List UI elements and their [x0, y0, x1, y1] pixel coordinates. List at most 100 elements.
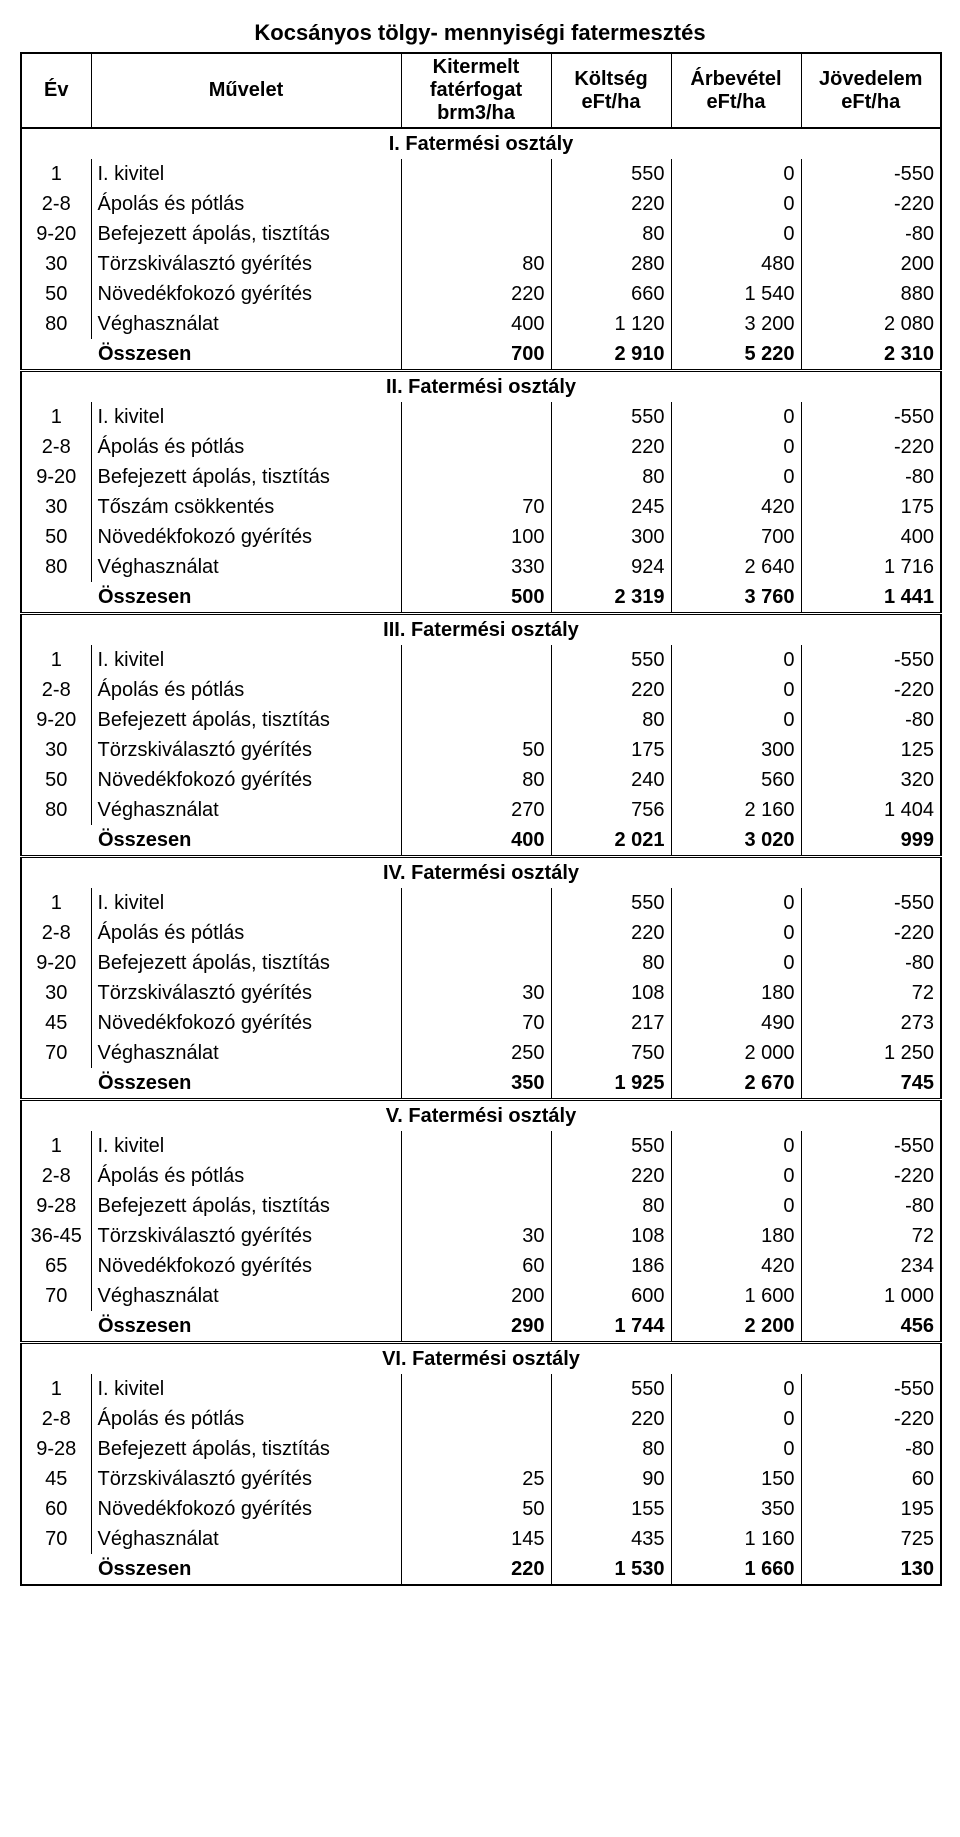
table-row: 30Tőszám csökkentés70245420175: [21, 492, 941, 522]
cell-muvelet: Növedékfokozó gyérítés: [91, 522, 401, 552]
cell-kitermelt: [401, 1191, 551, 1221]
sum-koltseg: 2 910: [551, 339, 671, 371]
cell-ev: 1: [21, 888, 91, 918]
cell-arbevetel: 300: [671, 735, 801, 765]
cell-muvelet: Törzskiválasztó gyérítés: [91, 249, 401, 279]
cell-jovedelem: 320: [801, 765, 941, 795]
cell-kitermelt: 30: [401, 978, 551, 1008]
cell-koltseg: 240: [551, 765, 671, 795]
table-row: 1I. kivitel5500-550: [21, 1131, 941, 1161]
sum-kitermelt: 350: [401, 1068, 551, 1100]
cell-jovedelem: 195: [801, 1494, 941, 1524]
section-title: II. Fatermési osztály: [21, 371, 941, 403]
cell-ev: 1: [21, 1374, 91, 1404]
cell-koltseg: 1 120: [551, 309, 671, 339]
table-row: 30Törzskiválasztó gyérítés80280480200: [21, 249, 941, 279]
cell-koltseg: 108: [551, 978, 671, 1008]
cell-arbevetel: 0: [671, 159, 801, 189]
sum-kitermelt: 290: [401, 1311, 551, 1343]
table-row: 65Növedékfokozó gyérítés60186420234: [21, 1251, 941, 1281]
cell-jovedelem: -550: [801, 1374, 941, 1404]
table-row: 70Véghasználat2507502 0001 250: [21, 1038, 941, 1068]
cell-koltseg: 660: [551, 279, 671, 309]
cell-koltseg: 220: [551, 1161, 671, 1191]
cell-arbevetel: 0: [671, 1131, 801, 1161]
sum-jovedelem: 2 310: [801, 339, 941, 371]
cell-jovedelem: 125: [801, 735, 941, 765]
cell-kitermelt: [401, 219, 551, 249]
cell-jovedelem: 880: [801, 279, 941, 309]
cell-kitermelt: 30: [401, 1221, 551, 1251]
cell-jovedelem: 725: [801, 1524, 941, 1554]
cell-jovedelem: 1 404: [801, 795, 941, 825]
cell-jovedelem: -550: [801, 888, 941, 918]
cell-muvelet: Ápolás és pótlás: [91, 432, 401, 462]
cell-kitermelt: [401, 1161, 551, 1191]
cell-arbevetel: 1 600: [671, 1281, 801, 1311]
cell-kitermelt: [401, 159, 551, 189]
col-koltseg-l1: Költség: [574, 68, 647, 90]
cell-kitermelt: 220: [401, 279, 551, 309]
cell-koltseg: 80: [551, 462, 671, 492]
cell-arbevetel: 0: [671, 1434, 801, 1464]
cell-muvelet: Befejezett ápolás, tisztítás: [91, 1191, 401, 1221]
cell-kitermelt: [401, 675, 551, 705]
cell-arbevetel: 0: [671, 462, 801, 492]
cell-arbevetel: 0: [671, 219, 801, 249]
table-row: 70Véghasználat2006001 6001 000: [21, 1281, 941, 1311]
cell-muvelet: Véghasználat: [91, 309, 401, 339]
cell-kitermelt: [401, 1434, 551, 1464]
col-koltseg-l2: eFt/ha: [582, 91, 641, 113]
cell-arbevetel: 3 200: [671, 309, 801, 339]
cell-muvelet: I. kivitel: [91, 888, 401, 918]
sum-label: Összesen: [21, 1311, 401, 1343]
cell-ev: 30: [21, 249, 91, 279]
cell-koltseg: 550: [551, 645, 671, 675]
table-row: 9-20Befejezett ápolás, tisztítás800-80: [21, 219, 941, 249]
cell-jovedelem: 2 080: [801, 309, 941, 339]
cell-muvelet: Befejezett ápolás, tisztítás: [91, 948, 401, 978]
cell-ev: 80: [21, 795, 91, 825]
cell-muvelet: Törzskiválasztó gyérítés: [91, 735, 401, 765]
cell-ev: 2-8: [21, 1161, 91, 1191]
cell-arbevetel: 700: [671, 522, 801, 552]
table-row: 9-28Befejezett ápolás, tisztítás800-80: [21, 1191, 941, 1221]
table-row: 1I. kivitel5500-550: [21, 1374, 941, 1404]
cell-kitermelt: 330: [401, 552, 551, 582]
cell-arbevetel: 420: [671, 492, 801, 522]
cell-jovedelem: 72: [801, 1221, 941, 1251]
cell-koltseg: 80: [551, 948, 671, 978]
cell-kitermelt: 60: [401, 1251, 551, 1281]
cell-koltseg: 175: [551, 735, 671, 765]
cell-ev: 2-8: [21, 675, 91, 705]
cell-kitermelt: 50: [401, 1494, 551, 1524]
cell-kitermelt: [401, 402, 551, 432]
cell-muvelet: Növedékfokozó gyérítés: [91, 765, 401, 795]
cell-ev: 65: [21, 1251, 91, 1281]
cell-arbevetel: 350: [671, 1494, 801, 1524]
cell-arbevetel: 180: [671, 1221, 801, 1251]
cell-ev: 45: [21, 1464, 91, 1494]
cell-arbevetel: 0: [671, 1374, 801, 1404]
col-koltseg: Költség eFt/ha: [551, 53, 671, 128]
table-row: 30Törzskiválasztó gyérítés50175300125: [21, 735, 941, 765]
table-row: 80Véghasználat2707562 1601 404: [21, 795, 941, 825]
cell-jovedelem: -80: [801, 462, 941, 492]
cell-arbevetel: 2 000: [671, 1038, 801, 1068]
cell-kitermelt: 200: [401, 1281, 551, 1311]
cell-koltseg: 155: [551, 1494, 671, 1524]
cell-ev: 9-20: [21, 462, 91, 492]
sum-arbevetel: 2 670: [671, 1068, 801, 1100]
section-header: V. Fatermési osztály: [21, 1100, 941, 1132]
cell-jovedelem: -80: [801, 219, 941, 249]
table-row: 1I. kivitel5500-550: [21, 888, 941, 918]
cell-muvelet: Befejezett ápolás, tisztítás: [91, 219, 401, 249]
table-row: 50Növedékfokozó gyérítés2206601 540880: [21, 279, 941, 309]
cell-koltseg: 245: [551, 492, 671, 522]
cell-koltseg: 220: [551, 432, 671, 462]
sum-kitermelt: 400: [401, 825, 551, 857]
cell-ev: 70: [21, 1524, 91, 1554]
cell-kitermelt: 80: [401, 765, 551, 795]
table-row: 1I. kivitel5500-550: [21, 402, 941, 432]
cell-muvelet: Befejezett ápolás, tisztítás: [91, 1434, 401, 1464]
